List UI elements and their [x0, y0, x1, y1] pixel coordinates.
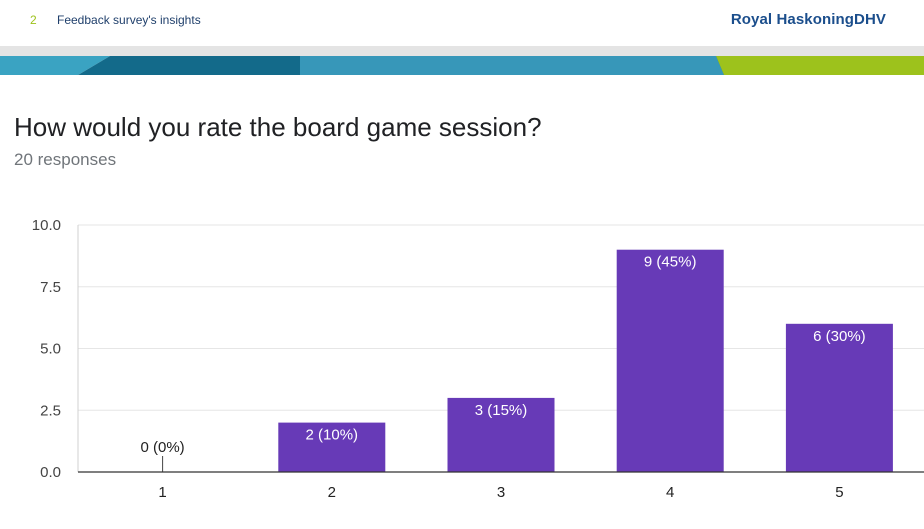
- y-tick-label: 2.5: [40, 402, 61, 419]
- bar-data-label: 0 (0%): [141, 439, 185, 456]
- y-tick-label: 10.0: [32, 217, 61, 234]
- question-title: How would you rate the board game sessio…: [14, 112, 542, 142]
- page-number: 2: [30, 13, 37, 27]
- y-tick-label: 7.5: [40, 279, 61, 296]
- header-divider: [0, 46, 924, 56]
- bar-data-label: 6 (30%): [813, 328, 866, 345]
- y-tick-label: 5.0: [40, 341, 61, 358]
- brand-logo: Royal HaskoningDHV: [730, 11, 886, 28]
- bar-chart: 0.0 2.5 5.0 7.5 10.0 0 (0%) 1 2 (10%) 2 3 (15%) 3 9…: [32, 217, 924, 501]
- slide-header: 2 Feedback survey's insights Royal Hasko…: [0, 0, 924, 46]
- response-count: 20 responses: [14, 150, 117, 169]
- x-tick-label: 1: [158, 484, 166, 501]
- bar: [785, 323, 893, 472]
- bar-data-label: 9 (45%): [644, 254, 697, 271]
- slide-title: Feedback survey's insights: [57, 13, 201, 27]
- bar: [447, 397, 555, 472]
- x-tick-label: 2: [328, 484, 336, 501]
- bar-data-label: 2 (10%): [306, 427, 359, 444]
- bar: [616, 249, 724, 472]
- x-tick-label: 3: [497, 484, 505, 501]
- decorative-band: [0, 56, 924, 75]
- y-tick-label: 0.0: [40, 464, 61, 481]
- x-tick-label: 5: [835, 484, 843, 501]
- x-tick-label: 4: [666, 484, 674, 501]
- bar-data-label: 3 (15%): [475, 402, 528, 419]
- bar: [278, 422, 386, 472]
